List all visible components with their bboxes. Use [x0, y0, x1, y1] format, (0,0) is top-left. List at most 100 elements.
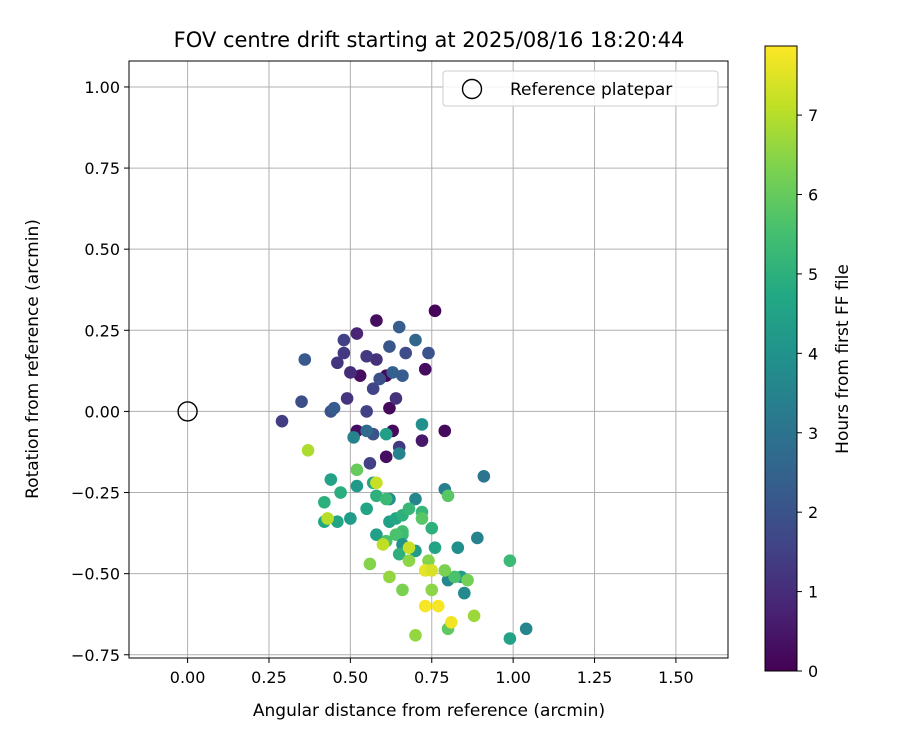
data-point [422, 346, 435, 360]
data-point [503, 632, 517, 645]
data-point [363, 557, 377, 571]
data-point [441, 489, 455, 503]
data-point [327, 401, 341, 415]
data-point [366, 382, 380, 396]
colorbar-ticks: 0 1 2 3 4 5 6 7 [797, 106, 818, 681]
data-points [275, 304, 533, 645]
colorbar-tick-label: 1 [808, 583, 818, 602]
colorbar-tick-label: 2 [808, 503, 818, 522]
data-point [379, 492, 393, 506]
data-point [360, 349, 373, 363]
data-point [331, 356, 344, 370]
data-point [471, 531, 484, 545]
data-point [396, 583, 409, 597]
data-point [402, 554, 416, 567]
data-point [409, 333, 422, 347]
data-point [392, 320, 406, 334]
colorbar-tick-label: 3 [808, 424, 818, 443]
data-point [386, 366, 399, 379]
data-point [431, 599, 445, 613]
colorbar-tick-label: 4 [808, 344, 818, 363]
data-point [451, 541, 465, 554]
data-point [425, 521, 439, 535]
data-point [444, 616, 458, 629]
data-point [519, 622, 533, 636]
y-tick-label: −0.25 [71, 484, 120, 503]
data-point [363, 457, 377, 470]
legend-open-circle-icon [461, 78, 483, 100]
data-point [389, 528, 403, 542]
data-point [396, 369, 409, 383]
chart-title: FOV centre drift starting at 2025/08/16 … [174, 28, 685, 52]
plot-frame [128, 60, 729, 659]
colorbar-tick-label: 0 [808, 662, 818, 681]
data-point [301, 444, 315, 457]
data-point [425, 583, 439, 597]
data-point [350, 479, 364, 493]
x-tick-label: 0.00 [170, 668, 206, 687]
reference-platepar-marker [177, 401, 198, 422]
data-point [370, 489, 383, 503]
colorbar-label: Hours from first FF file [833, 264, 853, 454]
data-point [389, 392, 403, 405]
y-axis-label: Rotation from reference (arcmin) [23, 219, 43, 499]
data-point [392, 547, 406, 561]
data-point [370, 314, 383, 327]
data-point [402, 502, 416, 516]
y-tick-label: 0.00 [84, 402, 120, 421]
data-point [383, 401, 396, 415]
data-point [321, 512, 334, 525]
y-tick-label: −0.50 [71, 565, 120, 584]
colorbar: 0 1 2 3 4 5 6 7 Hours from first FF file [764, 45, 853, 681]
x-tick-label: 0.75 [414, 668, 450, 687]
data-point [383, 340, 396, 353]
data-point [503, 554, 517, 567]
data-point [409, 628, 422, 642]
data-point [275, 414, 289, 428]
x-tick-label: 1.00 [495, 668, 531, 687]
data-point [399, 346, 413, 360]
data-point [448, 570, 461, 584]
data-point [337, 333, 351, 347]
data-point [422, 554, 435, 567]
data-point [331, 515, 344, 529]
data-point [379, 450, 393, 464]
data-point [418, 599, 432, 613]
data-point [350, 327, 364, 340]
x-tick-label: 0.25 [251, 668, 287, 687]
data-point [350, 463, 364, 477]
legend-box [442, 70, 719, 107]
data-point [409, 492, 422, 506]
data-point [383, 570, 396, 584]
data-point [425, 564, 439, 577]
data-point [467, 609, 481, 623]
data-point [340, 392, 354, 405]
data-point [461, 573, 474, 587]
data-point [373, 372, 386, 386]
x-axis-label: Angular distance from reference (arcmin) [253, 701, 605, 721]
x-tick-label: 1.50 [658, 668, 694, 687]
data-point [324, 473, 338, 486]
data-point [402, 541, 416, 554]
data-point [370, 353, 383, 366]
colorbar-tick-label: 5 [808, 265, 818, 284]
data-point [347, 431, 360, 444]
colorbar-tick-label: 7 [808, 106, 818, 125]
data-point [344, 366, 357, 379]
data-point [376, 538, 390, 551]
data-point [415, 418, 429, 431]
data-point [458, 586, 471, 600]
data-point [438, 564, 452, 577]
y-tick-label: 1.00 [84, 78, 120, 97]
data-point [418, 362, 432, 376]
data-point [428, 304, 442, 318]
data-point [360, 502, 373, 516]
data-point [370, 528, 383, 542]
data-point [438, 424, 452, 438]
colorbar-tick-label: 6 [808, 186, 818, 205]
data-point [370, 476, 383, 490]
legend-entry-label: Reference platepar [510, 80, 672, 100]
data-point [337, 346, 351, 360]
y-tick-label: −0.75 [71, 646, 120, 665]
y-axis-ticks: 1.00 0.75 0.50 0.25 0.00 −0.25 −0.50 −0.75 [71, 78, 129, 665]
